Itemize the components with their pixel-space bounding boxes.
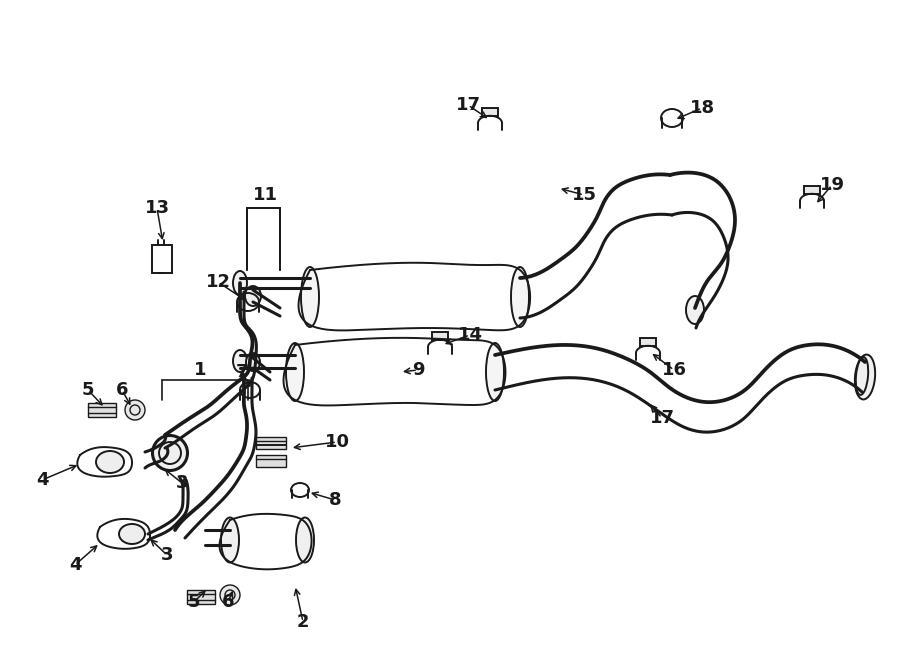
Text: 4: 4 bbox=[68, 556, 81, 574]
Ellipse shape bbox=[486, 343, 504, 401]
Text: 5: 5 bbox=[188, 593, 201, 611]
Text: 17: 17 bbox=[650, 409, 674, 427]
Text: 7: 7 bbox=[236, 363, 248, 381]
Ellipse shape bbox=[96, 451, 124, 473]
Ellipse shape bbox=[286, 343, 304, 401]
Text: 9: 9 bbox=[412, 361, 424, 379]
Text: 6: 6 bbox=[221, 593, 234, 611]
Text: 16: 16 bbox=[662, 361, 687, 379]
Bar bbox=[804, 186, 820, 194]
Ellipse shape bbox=[245, 286, 261, 306]
Bar bbox=[88, 403, 116, 417]
Ellipse shape bbox=[511, 267, 529, 327]
Text: 18: 18 bbox=[689, 99, 715, 117]
Circle shape bbox=[125, 400, 145, 420]
Text: 2: 2 bbox=[297, 613, 310, 631]
Bar bbox=[256, 437, 286, 449]
Text: 15: 15 bbox=[572, 186, 597, 204]
Bar bbox=[152, 245, 172, 273]
Ellipse shape bbox=[855, 355, 875, 399]
Text: 6: 6 bbox=[116, 381, 129, 399]
Bar bbox=[640, 338, 656, 346]
Text: 12: 12 bbox=[205, 273, 230, 291]
Text: 17: 17 bbox=[455, 96, 481, 114]
Circle shape bbox=[220, 585, 240, 605]
Text: 19: 19 bbox=[820, 176, 844, 194]
Bar bbox=[482, 108, 498, 116]
Ellipse shape bbox=[301, 267, 319, 327]
Text: 5: 5 bbox=[82, 381, 94, 399]
Bar bbox=[432, 332, 448, 340]
Text: 3: 3 bbox=[161, 546, 174, 564]
Ellipse shape bbox=[686, 296, 704, 324]
Bar bbox=[256, 455, 286, 467]
Ellipse shape bbox=[221, 518, 239, 563]
Text: 1: 1 bbox=[194, 361, 206, 379]
Text: 13: 13 bbox=[145, 199, 169, 217]
Ellipse shape bbox=[246, 353, 260, 371]
Text: 11: 11 bbox=[253, 186, 277, 204]
Text: 3: 3 bbox=[176, 474, 188, 492]
Bar bbox=[187, 590, 215, 604]
Ellipse shape bbox=[233, 271, 247, 295]
Ellipse shape bbox=[152, 436, 187, 471]
Ellipse shape bbox=[296, 518, 314, 563]
Text: 4: 4 bbox=[36, 471, 49, 489]
Text: 14: 14 bbox=[457, 326, 482, 344]
Text: 8: 8 bbox=[328, 491, 341, 509]
Ellipse shape bbox=[233, 350, 247, 372]
Ellipse shape bbox=[119, 524, 145, 544]
Text: 10: 10 bbox=[325, 433, 349, 451]
